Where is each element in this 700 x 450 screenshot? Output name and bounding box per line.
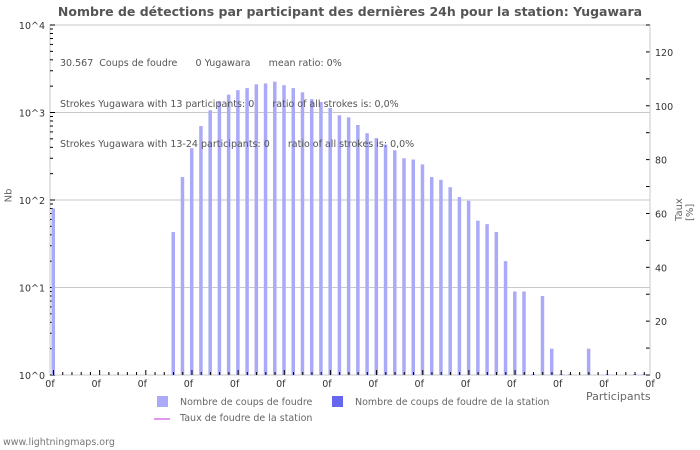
bar [319,101,323,376]
x-tick-label: 0f [138,379,148,390]
bar [208,110,212,375]
bar [189,148,194,375]
bar [457,197,462,375]
x-tick-label: 0f [415,379,425,390]
y-axis-left-label: Nb [3,188,15,203]
legend-item-station-strokes: Nombre de coups de foudre de la station [355,397,550,408]
bar [476,220,480,375]
x-tick-label: 0f [230,379,240,390]
bar [346,117,351,376]
bar [448,187,452,375]
y-right-tick-label: 100 [655,102,673,113]
bar [273,81,277,376]
bar [171,232,175,375]
bar [393,150,397,375]
bar [309,99,314,375]
bar [439,179,443,375]
bar [540,295,545,375]
x-axis-label: Participants [586,390,651,403]
x-tick-label: 0f [553,379,563,390]
bar [411,159,415,375]
y-right-tick-label: 120 [655,48,673,59]
x-tick-label: 0f [276,379,286,390]
bar [374,138,379,375]
x-tick-label: 0f [645,379,655,390]
legend-item-strokes: Nombre de coups de foudre [180,397,313,408]
bar [337,115,342,375]
legend-swatch-rate-line-icon [154,418,170,420]
x-tick-label: 0f [507,379,517,390]
bar [226,94,231,376]
bar [217,101,222,375]
y-right-tick-label: 60 [655,209,667,220]
bar [429,177,434,375]
bar [503,261,508,375]
y-tick-label: 10^2 [19,196,45,207]
x-tick-label: 0f [91,379,101,390]
y-tick-label: 10^4 [19,21,45,32]
y-tick-label: 10^3 [19,109,45,120]
bar [254,84,259,375]
bar [365,133,369,375]
footer-credit: www.lightningmaps.org [3,437,115,448]
x-tick-label: 0f [322,379,332,390]
bar [383,144,388,375]
bar [180,177,185,375]
bar [402,158,406,375]
y-axis-right-label: Taux [%] [674,198,696,221]
legend-swatch-station-strokes-icon [332,396,343,407]
bar [494,232,499,375]
bar [549,348,554,375]
y-right-tick-label: 20 [655,317,667,328]
bar [291,88,295,375]
legend-swatch-strokes-icon [157,396,168,407]
y-tick-label: 10^0 [19,371,45,382]
y-right-tick-label: 80 [655,156,667,167]
y-right-tick-label: 40 [655,263,667,274]
bar [51,208,55,375]
x-tick-label: 0f [461,379,471,390]
bar [263,83,268,376]
bar [485,224,489,375]
bar [522,291,526,375]
stats-line-total: 30.567 Coups de foudre 0 Yugawara mean r… [60,58,342,69]
x-tick-label: 0f [45,379,55,390]
bar [420,164,425,375]
bar [282,85,286,376]
x-tick-label: 0f [184,379,194,390]
bar [586,348,591,375]
bar [356,124,360,376]
bar [300,92,305,375]
bar [513,291,517,375]
x-tick-label: 0f [368,379,378,390]
bar [199,126,203,375]
x-tick-label: 0f [599,379,609,390]
stats-line-13-24: Strokes Yugawara with 13-24 participants… [60,139,415,150]
bar [236,90,240,375]
y-tick-label: 10^1 [19,284,45,295]
legend-item-station-rate: Taux de foudre de la station [180,413,313,424]
bar [466,200,471,375]
bar [245,88,249,375]
bar [328,107,332,375]
y-right-tick-label: 0 [655,371,661,382]
stats-box: 30.567 Coups de foudre 0 Yugawara mean r… [60,30,414,165]
stats-line-13: Strokes Yugawara with 13 participants: 0… [60,98,399,110]
chart-title: Nombre de détections par participant des… [57,4,643,19]
